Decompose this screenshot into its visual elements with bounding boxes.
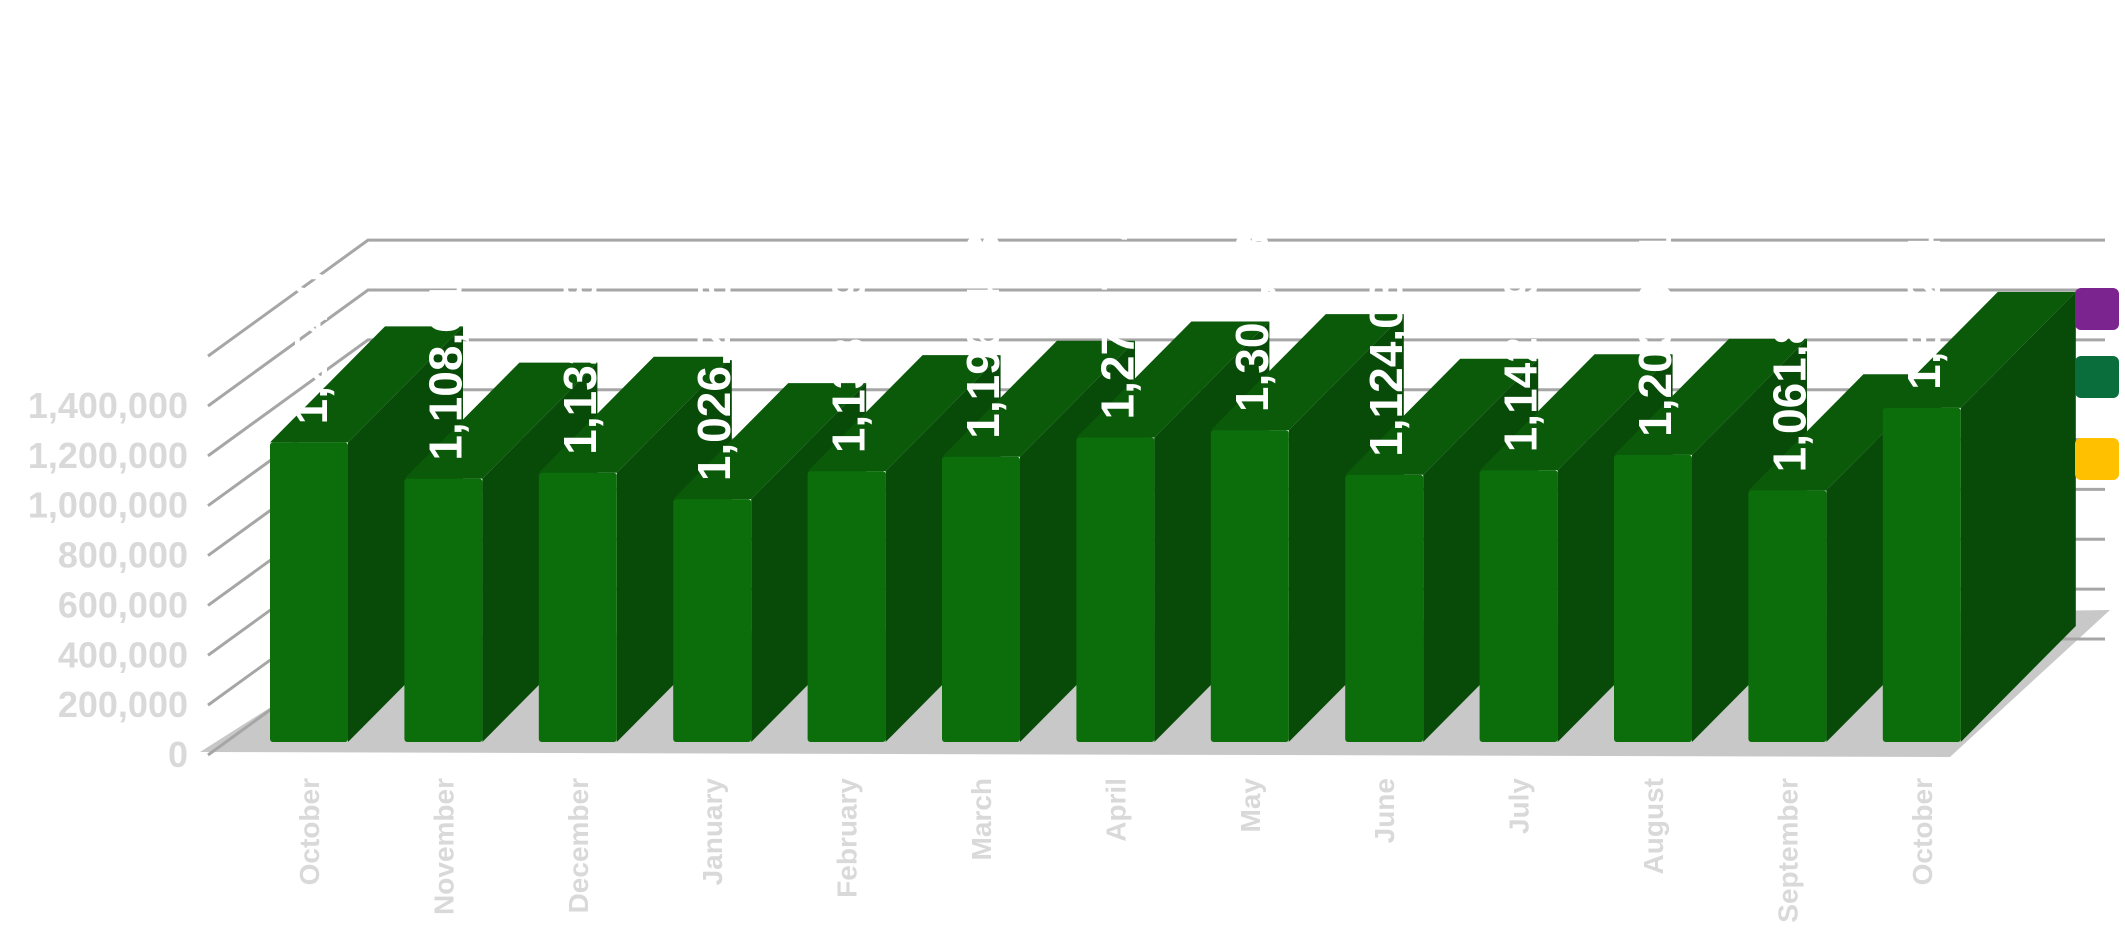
bar-front [270, 442, 348, 742]
data-label: 1,061,8 [1763, 319, 1815, 472]
x-tick-label: April [1100, 778, 1131, 842]
data-label: 1,196,483 [957, 234, 1009, 439]
y-tick-label: 200,000 [58, 684, 188, 725]
data-label: 1,303,383 [1226, 207, 1278, 412]
legend [2075, 288, 2119, 480]
bar-front [1748, 490, 1827, 742]
x-tick-label: September [1772, 778, 1803, 923]
data-label: 1,392,460 [1898, 185, 1950, 390]
x-tick-label: July [1504, 778, 1535, 834]
gridline [207, 288, 2105, 408]
y-tick-label: 800,000 [58, 535, 188, 576]
x-axis: October November December January February Ma… [294, 778, 1938, 923]
bar-top [673, 383, 867, 500]
legend-swatch [2075, 438, 2119, 480]
y-axis: 0 200,000 400,000 600,000 800,000 1,000,000 1,… [28, 385, 188, 775]
data-label: 1,142,198 [1495, 248, 1547, 453]
bar-top [1882, 291, 2076, 408]
bar-front [807, 471, 886, 742]
bar-front [1076, 437, 1155, 742]
data-label: 1,108,619 [419, 256, 471, 461]
data-label: 1,026,255 [688, 277, 740, 482]
bar-top [1479, 354, 1673, 471]
legend-swatch [2075, 356, 2119, 398]
bar-top [807, 355, 1001, 472]
bar-top [1076, 321, 1270, 438]
data-label: 1,138,694 [823, 248, 875, 453]
gridline [207, 238, 2105, 358]
x-tick-label: May [1235, 778, 1266, 833]
y-tick-label: 600,000 [58, 584, 188, 625]
x-tick-label: August [1638, 778, 1669, 874]
bar-front [538, 472, 617, 742]
bar-top [1345, 358, 1539, 475]
bar-front [1210, 430, 1289, 742]
x-tick-label: January [697, 778, 728, 886]
bar-front [1882, 407, 1961, 742]
bar-top [1210, 314, 1404, 431]
bar-front [673, 499, 752, 742]
bar-front [1614, 454, 1692, 742]
y-tick-label: 0 [168, 734, 188, 775]
x-tick-label: February [832, 778, 863, 898]
x-tick-label: October [294, 778, 325, 885]
legend-swatch [2075, 288, 2119, 330]
data-label: 1,124,033 [1360, 252, 1412, 457]
bar-top [1614, 338, 1807, 455]
bar-front [1345, 474, 1424, 742]
x-tick-label: December [563, 778, 594, 914]
bars [270, 291, 2076, 742]
bar-top [942, 340, 1135, 457]
bar-front [1479, 470, 1558, 742]
y-tick-label: 1,200,000 [28, 435, 188, 476]
bar-front [942, 456, 1020, 742]
bar-top [404, 362, 598, 479]
x-tick-label: March [966, 778, 997, 860]
y-tick-label: 1,000,000 [28, 485, 188, 526]
data-label: 1,132,285 [554, 250, 606, 455]
x-tick-label: November [428, 778, 459, 915]
y-tick-label: 1,400,000 [28, 385, 188, 426]
data-labels: 1,254,053 1,108,619 1,132,285 1,026,255 1,13… [285, 185, 1950, 481]
bar [1882, 291, 2076, 742]
data-label: 1,254,053 [285, 220, 337, 425]
bar-top [538, 356, 732, 473]
y-tick-label: 400,000 [58, 634, 188, 675]
gridline [207, 338, 2105, 458]
bar-top [270, 326, 463, 443]
data-label: 1,273,784 [1091, 214, 1143, 419]
bar-front [404, 478, 483, 742]
x-tick-label: June [1369, 778, 1400, 843]
x-tick-label: October [1907, 778, 1938, 885]
bar-side [1960, 291, 2076, 742]
data-label: 1,203,991 [1629, 232, 1681, 437]
